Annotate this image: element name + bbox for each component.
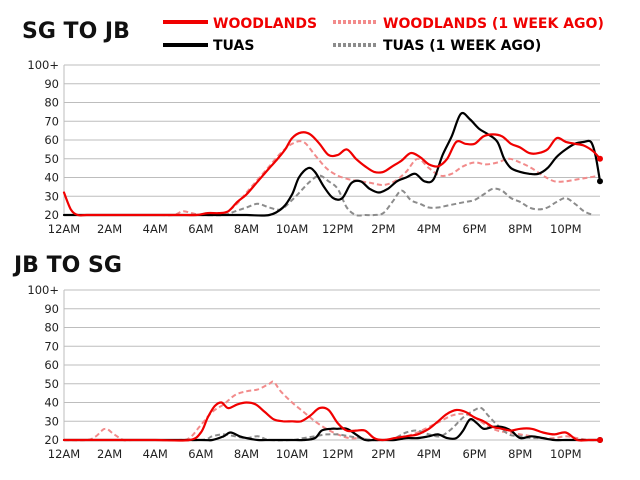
legend-label-woodlands: WOODLANDS <box>213 16 317 32</box>
sg-to-jb-y-tick-label: 80 <box>44 96 59 110</box>
sg-to-jb-x-tick-label: 6PM <box>462 222 486 236</box>
jb-to-sg-y-tick-label: 80 <box>44 321 59 335</box>
jb-to-sg-series-woodlands-1-week-ago <box>63 380 601 442</box>
sg-to-jb-y-tick-label: 60 <box>44 133 59 147</box>
jb-to-sg-y-tick-label: 100+ <box>27 283 59 297</box>
sg-to-jb-y-tick-label: 100+ <box>27 58 59 72</box>
sg-to-jb-end-marker-tuas <box>597 178 603 185</box>
jb-to-sg-y-tick-label: 90 <box>44 302 59 316</box>
legend-label-tuas: TUAS <box>213 38 254 54</box>
sg-to-jb-end-marker-woodlands <box>597 155 603 162</box>
jb-to-sg-x-tick-label: 2AM <box>97 447 122 461</box>
chart-panel-sg-to-jb: 20 30 40 50 60 70 80 90 100+ 12AM 2AM 4AM 6AM 8AM 10AM… <box>27 58 603 236</box>
sg-to-jb-x-tick-label: 8AM <box>234 222 259 236</box>
jb-to-sg-x-tick-label: 6PM <box>462 447 486 461</box>
jb-to-sg-x-tick-label: 8PM <box>508 447 532 461</box>
jb-to-sg-end-marker-woodlands <box>597 437 603 443</box>
sg-to-jb-x-tick-label: 2AM <box>97 222 122 236</box>
jb-to-sg-x-tick-label: 8AM <box>234 447 259 461</box>
jb-to-sg-x-tick-label: 6AM <box>188 447 213 461</box>
legend-label-woodlands-1-week-ago: WOODLANDS (1 WEEK AGO) <box>383 16 604 32</box>
jb-to-sg-x-tick-label: 12AM <box>48 447 80 461</box>
sg-to-jb-y-tick-label: 30 <box>44 189 59 203</box>
sg-to-jb-series-tuas <box>62 112 602 217</box>
jb-to-sg-y-tick-label: 60 <box>44 358 59 372</box>
sg-to-jb-x-tick-label: 4AM <box>143 222 168 236</box>
sg-to-jb-y-tick-label: 50 <box>44 152 59 166</box>
jb-to-sg-x-tick-label: 10PM <box>550 447 582 461</box>
jb-to-sg-x-tick-label: 2PM <box>371 447 395 461</box>
legend-item-woodlands: WOODLANDS <box>163 16 317 32</box>
jb-to-sg-x-tick-label: 4PM <box>417 447 441 461</box>
jb-to-sg-x-tick-label: 4AM <box>143 447 168 461</box>
jb-to-sg-y-tick-label: 20 <box>44 433 59 447</box>
sg-to-jb-series-woodlands <box>62 131 602 217</box>
sg-to-jb-y-tick-label: 90 <box>44 77 59 91</box>
chart-title-jb-to-sg: JB TO SG <box>12 253 122 278</box>
sg-to-jb-x-tick-label: 10PM <box>550 222 582 236</box>
sg-to-jb-x-tick-label: 6AM <box>188 222 213 236</box>
jb-to-sg-x-tick-label: 10AM <box>276 447 308 461</box>
chart-panel-jb-to-sg: 20 30 40 50 60 70 80 90 100+ 12AM 2AM 4AM 6AM 8AM 10AM… <box>27 283 603 461</box>
legend-label-tuas-1-week-ago: TUAS (1 WEEK AGO) <box>383 38 541 54</box>
sg-to-jb-x-tick-label: 12PM <box>322 222 354 236</box>
sg-to-jb-series-tuas-1-week-ago <box>64 174 594 217</box>
sg-to-jb-y-tick-label: 20 <box>44 208 59 222</box>
jb-to-sg-y-tick-label: 40 <box>44 396 59 410</box>
sg-to-jb-y-tick-label: 70 <box>44 114 59 128</box>
legend-item-tuas: TUAS <box>163 38 254 54</box>
jb-to-sg-series-woodlands <box>62 401 602 442</box>
sg-to-jb-x-tick-label: 10AM <box>276 222 308 236</box>
jb-to-sg-y-tick-label: 50 <box>44 377 59 391</box>
sg-to-jb-x-tick-label: 2PM <box>371 222 395 236</box>
jb-to-sg-y-tick-label: 70 <box>44 339 59 353</box>
sg-to-jb-y-tick-label: 40 <box>44 171 59 185</box>
sg-to-jb-x-tick-label: 12AM <box>48 222 80 236</box>
jb-to-sg-y-tick-label: 30 <box>44 414 59 428</box>
legend-item-woodlands-1-week-ago: WOODLANDS (1 WEEK AGO) <box>333 16 604 32</box>
sg-to-jb-x-tick-label: 8PM <box>508 222 532 236</box>
legend: WOODLANDS WOODLANDS (1 WEEK AGO) TUAS TU… <box>163 16 604 54</box>
sg-to-jb-x-tick-label: 4PM <box>417 222 441 236</box>
legend-item-tuas-1-week-ago: TUAS (1 WEEK AGO) <box>333 38 541 54</box>
jb-to-sg-x-tick-label: 12PM <box>322 447 354 461</box>
chart-title-sg-to-jb: SG TO JB <box>22 19 130 44</box>
sg-to-jb-series-woodlands-1-week-ago <box>64 140 601 217</box>
